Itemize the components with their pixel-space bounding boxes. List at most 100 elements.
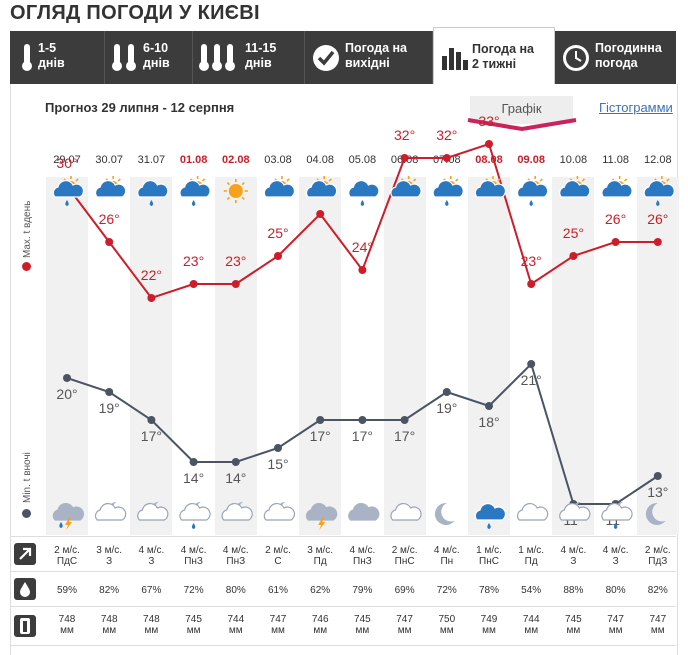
wind-direction: ПнЗ [184,556,203,567]
pressure-value: 747 [649,614,667,625]
min-temp-label: 17° [309,428,331,444]
sun-cloud-icon [601,176,633,198]
max-temp-label: 22° [140,267,162,283]
pressure-unit: мм [439,625,454,636]
min-temp-point [400,416,409,424]
pressure-unit: мм [355,625,370,636]
humidity-value: 59% [56,585,77,596]
min-temp-line [66,362,659,505]
moon-cloud-rain-icon [179,501,211,529]
pressure-unit: мм [397,625,412,636]
humidity-value: 67% [141,585,162,596]
sun-icon [223,179,248,203]
pressure-unit: мм [608,625,623,636]
wind-speed: 4 м/с. [560,545,587,556]
pressure-unit: мм [524,625,539,636]
day-column-shade [468,177,510,535]
tab-label-line1: Погода на [472,42,534,56]
pressure-value: 748 [100,614,118,625]
day-column-shade [299,177,342,535]
wind-speed: 2 м/с. [54,545,80,556]
cloud-rain-icon [137,179,169,206]
day-column-shade [214,177,257,535]
sun-cloud-icon [474,176,507,198]
max-temp-point [316,210,325,218]
tab-6-10-days[interactable]: 6-10 днів [105,31,193,84]
tab-11-15-days[interactable]: 11-15 днів [193,31,305,84]
max-temp-point [189,280,198,288]
thermometer-3-icon [199,44,235,71]
min-temp-label: 15° [267,456,289,472]
tab-weekend[interactable]: Погода на вихідні [305,31,433,84]
cloud-thunder-rain-icon [52,502,85,530]
graph-active-indicator [467,118,577,132]
min-temp-point [63,374,71,382]
min-temp-point [653,472,662,480]
wind-direction: ПдС [56,556,78,567]
sun-cloud-rain-icon [179,176,211,206]
min-temp-label: 14° [225,470,247,486]
view-histogram-link[interactable]: Гістограмми [599,100,673,115]
thermometer-1-icon [22,44,32,71]
min-temp-label: 19° [98,400,120,416]
moon-cloud-icon [137,501,169,521]
tab-label-line2: днів [143,56,170,70]
max-temp-point [105,238,114,246]
pressure-unit: мм [482,625,496,636]
max-temp-point [358,266,367,274]
pressure-value: 744 [522,614,540,625]
cloud-rain-icon [348,179,380,206]
sun-cloud-icon [263,176,296,198]
max-temp-point [442,154,451,162]
pressure-unit: мм [102,625,117,636]
min-temp-legend-dot [22,509,31,518]
min-temp-point [274,444,282,452]
min-temp-point [231,458,240,466]
humidity-value: 61% [267,585,288,596]
max-temp-point [147,294,156,302]
moon-cloud-icon [221,501,253,521]
wind-speed: 2 м/с. [391,545,418,556]
tab-hourly[interactable]: Погодинна погода [555,31,676,84]
humidity-value: 62% [310,585,331,596]
day-date: 29.07 [53,154,81,166]
view-graph-button[interactable]: Графік [470,96,573,124]
wind-direction: С [274,556,282,567]
row-divider [10,606,676,607]
tab-1-5-days[interactable]: 1-5 днів [10,31,105,84]
max-temp-label: 26° [647,211,669,227]
pressure-value: 747 [607,614,624,625]
tab-label-line2: днів [38,56,65,70]
wind-direction: З [148,556,155,567]
max-temp-label: 26° [98,211,120,227]
moon-cloud-icon [263,501,296,521]
max-temp-point [485,140,493,148]
max-temp-label: 24° [351,239,373,255]
wind-direction: Пн [440,556,454,567]
sun-cloud-rain-icon [516,176,549,206]
day-date: 04.08 [306,154,334,166]
pressure-value: 745 [565,614,582,625]
max-temp-point [527,280,536,288]
min-temp-label: 18° [478,414,500,430]
wind-speed: 2 м/с. [644,545,671,556]
min-temp-label: 17° [140,428,162,444]
pressure-value: 747 [269,614,287,625]
humidity-value: 72% [436,585,457,596]
max-temp-label: 32° [436,127,458,143]
wind-speed: 4 м/с. [138,545,165,556]
pressure-value: 745 [354,614,371,625]
moon-icon [645,502,666,525]
tab-label-line2: вихідні [345,56,390,70]
max-temp-point [569,252,578,260]
wind-direction: ПнЗ [226,556,246,567]
tab-2-weeks[interactable]: Погода на 2 тижні [433,27,555,84]
max-temp-label: 32° [394,127,416,143]
max-temp-point [400,154,409,162]
min-temp-label: 17° [351,428,373,444]
tab-label-line2: 2 тижні [472,57,517,71]
page-title: ОГЛЯД ПОГОДИ У КИЄВІ [10,2,260,24]
cloud-thunder-icon [305,502,338,530]
pressure-unit: мм [186,625,201,636]
cloud-rain-icon [474,502,507,529]
